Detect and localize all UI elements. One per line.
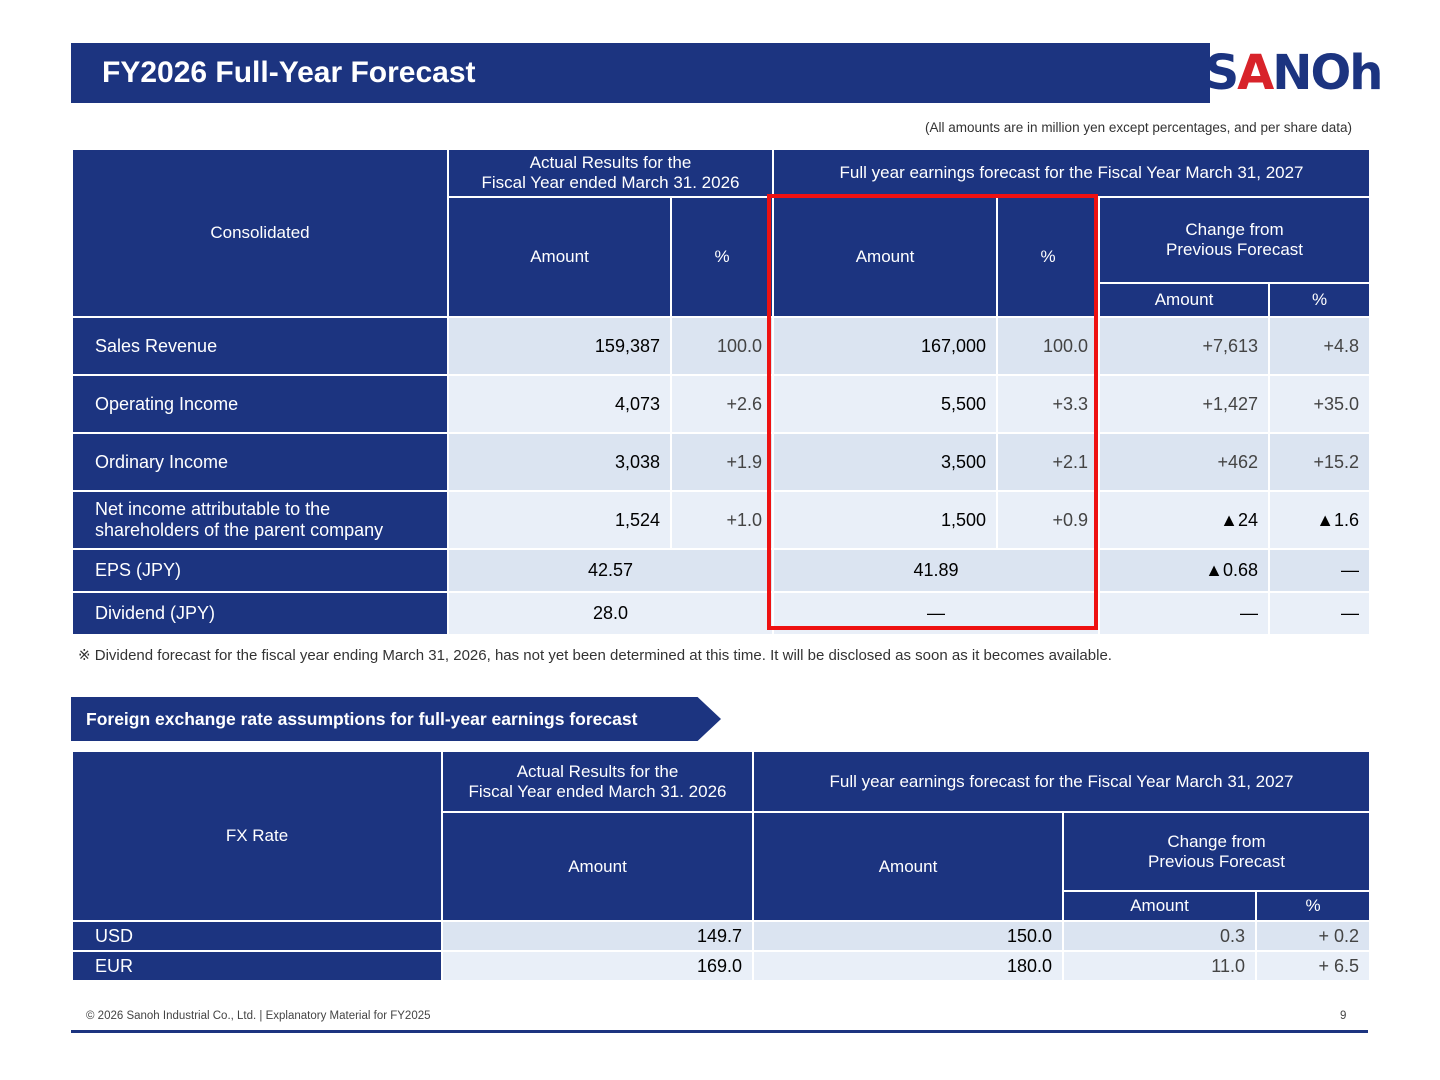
change-pct: ▲1.6 [1268, 490, 1372, 550]
header-change-amount: Amount [1098, 282, 1271, 318]
fx-row-label: USD [71, 920, 443, 952]
actual-amount: 1,524 [447, 490, 672, 550]
change-pct: +35.0 [1268, 374, 1372, 434]
dividend-row: Dividend (JPY) 28.0 — — — [71, 591, 1372, 636]
fx-change-pct: + 6.5 [1254, 950, 1372, 982]
header-change-line1: Change from [1185, 220, 1284, 239]
units-note: (All amounts are in million yen except p… [925, 120, 1352, 135]
header-actual-results: Actual Results for the Fiscal Year ended… [446, 148, 775, 198]
logo-text-1: S [1204, 45, 1240, 101]
fx-header-actual-amount: Amount [441, 811, 754, 922]
forecast-pct: 100.0 [996, 316, 1101, 376]
row-label: Net income attributable to the sharehold… [71, 490, 449, 550]
change-pct: +15.2 [1268, 432, 1372, 492]
forecast-amount: 167,000 [772, 316, 999, 376]
fx-header-change-pct: % [1254, 890, 1372, 922]
fx-forecast: 180.0 [752, 950, 1064, 982]
change-pct: +4.8 [1268, 316, 1372, 376]
header-actual-amount: Amount [447, 196, 672, 318]
change-amount: +7,613 [1098, 316, 1271, 376]
sanoh-logo: S A NOh [1205, 44, 1384, 102]
fx-section-title: Foreign exchange rate assumptions for fu… [71, 697, 721, 741]
dividend-actual: 28.0 [446, 591, 775, 636]
header-change: Change from Previous Forecast [1098, 196, 1372, 284]
row-label: Operating Income [71, 374, 449, 434]
table-row: Ordinary Income 3,038 +1.9 3,500 +2.1 +4… [71, 432, 1372, 492]
fx-forecast: 150.0 [752, 920, 1064, 952]
change-amount: +1,427 [1098, 374, 1271, 434]
fx-header-actual-line1: Actual Results for the [516, 761, 679, 781]
fx-header-forecast-amount: Amount [752, 811, 1064, 922]
row-label: Ordinary Income [71, 432, 449, 492]
forecast-pct: +3.3 [996, 374, 1101, 434]
forecast-pct: +2.1 [996, 432, 1101, 492]
forecast-table: Consolidated Actual Results for the Fisc… [71, 148, 1372, 636]
fx-header-change-amount: Amount [1062, 890, 1257, 922]
actual-pct: +1.0 [669, 490, 775, 550]
actual-amount: 3,038 [447, 432, 672, 492]
fx-header-change: Change from Previous Forecast [1061, 811, 1372, 892]
eps-row: EPS (JPY) 42.57 41.89 ▲0.68 — [71, 548, 1372, 593]
fx-change-amount: 11.0 [1062, 950, 1257, 982]
eps-change-pct: — [1268, 548, 1372, 593]
fx-header-actual-line2: Fiscal Year ended March 31. 2026 [468, 781, 727, 801]
forecast-amount: 1,500 [772, 490, 999, 550]
dividend-footnote: ※ Dividend forecast for the fiscal year … [78, 647, 1112, 664]
fx-actual: 169.0 [441, 950, 754, 982]
fx-actual: 149.7 [441, 920, 754, 952]
fx-header-change-line2: Previous Forecast [1148, 851, 1286, 871]
fx-change-amount: 0.3 [1062, 920, 1257, 952]
row-label: Sales Revenue [71, 316, 449, 376]
table-row: Sales Revenue 159,387 100.0 167,000 100.… [71, 316, 1372, 376]
change-amount: ▲24 [1098, 490, 1271, 550]
fx-change-pct: + 0.2 [1254, 920, 1372, 952]
header-forecast: Full year earnings forecast for the Fisc… [772, 148, 1372, 198]
header-actual-line1: Actual Results for the [529, 153, 692, 172]
forecast-amount: 5,500 [772, 374, 999, 434]
fx-header-change-line1: Change from [1167, 831, 1266, 851]
forecast-amount: 3,500 [772, 432, 999, 492]
eps-change-amount: ▲0.68 [1098, 548, 1271, 593]
page-number: 9 [1340, 1010, 1347, 1022]
header-change-pct: % [1268, 282, 1372, 318]
change-amount: +462 [1098, 432, 1271, 492]
header-forecast-pct: % [996, 196, 1101, 318]
fx-rate-table: FX Rate Actual Results for the Fiscal Ye… [71, 750, 1372, 982]
fx-header-forecast: Full year earnings forecast for the Fisc… [751, 750, 1372, 813]
forecast-pct: +0.9 [996, 490, 1101, 550]
fx-row-label: EUR [71, 950, 443, 982]
eps-label: EPS (JPY) [71, 548, 449, 593]
header-actual-pct: % [669, 196, 775, 318]
logo-text-3: NOh [1272, 45, 1383, 101]
table-row: EUR 169.0 180.0 11.0 + 6.5 [71, 950, 1372, 982]
logo-text-2: A [1237, 45, 1274, 101]
eps-forecast: 41.89 [772, 548, 1101, 593]
table-row: USD 149.7 150.0 0.3 + 0.2 [71, 920, 1372, 952]
header-change-line2: Previous Forecast [1166, 240, 1304, 259]
actual-pct: +2.6 [669, 374, 775, 434]
table-row: Net income attributable to the sharehold… [71, 490, 1372, 550]
actual-amount: 4,073 [447, 374, 672, 434]
row-label-line2: shareholders of the parent company [95, 520, 384, 540]
header-forecast-amount: Amount [772, 196, 999, 318]
row-label-line1: Net income attributable to the [95, 499, 331, 519]
header-actual-line2: Fiscal Year ended March 31. 2026 [481, 173, 740, 192]
page-title: FY2026 Full-Year Forecast [71, 43, 1210, 103]
actual-amount: 159,387 [447, 316, 672, 376]
dividend-change-amount: — [1098, 591, 1271, 636]
fx-header-rate: FX Rate [71, 750, 443, 922]
dividend-change-pct: — [1268, 591, 1372, 636]
footer-copyright: © 2026 Sanoh Industrial Co., Ltd. | Expl… [86, 1010, 431, 1022]
table-row: Operating Income 4,073 +2.6 5,500 +3.3 +… [71, 374, 1372, 434]
actual-pct: +1.9 [669, 432, 775, 492]
header-consolidated: Consolidated [71, 148, 449, 318]
eps-actual: 42.57 [446, 548, 775, 593]
dividend-forecast: — [772, 591, 1101, 636]
fx-header-actual: Actual Results for the Fiscal Year ended… [441, 750, 754, 813]
footer-divider [71, 1030, 1368, 1033]
dividend-label: Dividend (JPY) [71, 591, 449, 636]
actual-pct: 100.0 [669, 316, 775, 376]
